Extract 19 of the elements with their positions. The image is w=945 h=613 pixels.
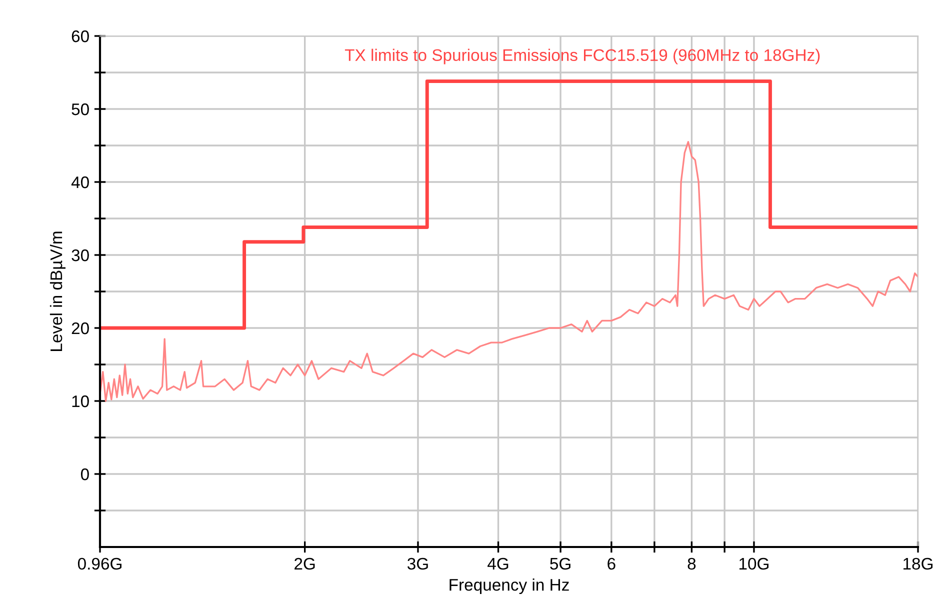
y-tick-label: 50: [72, 103, 89, 116]
x-tick-label: 3G: [408, 558, 428, 570]
x-tick-label: 18G: [904, 558, 933, 570]
x-tick-label: 10G: [739, 558, 768, 570]
y-tick-label: 10: [72, 395, 89, 408]
y-tick-label: 20: [72, 322, 89, 334]
y-tick-label: 60: [72, 30, 89, 42]
x-axis-title: Frequency in Hz: [450, 578, 569, 594]
x-tick-label: 2G: [294, 558, 315, 570]
x-tick-label: 8: [688, 558, 696, 570]
y-tick-label: 40: [71, 176, 89, 188]
x-tick-label: 4G: [488, 558, 508, 570]
y-tick-label: 30: [72, 249, 89, 262]
text: TX limits to Spurious Emissions FCC15.519 (960MHz to 18GHz): [344, 48, 820, 64]
y-axis-title: Level in dBµV/m: [50, 232, 66, 351]
x-tick-label: 5G: [550, 558, 570, 570]
x-tick-label: 6: [608, 558, 616, 570]
y-tick-label: 0: [80, 468, 89, 480]
x-tick-label: 0.96G: [78, 558, 122, 570]
